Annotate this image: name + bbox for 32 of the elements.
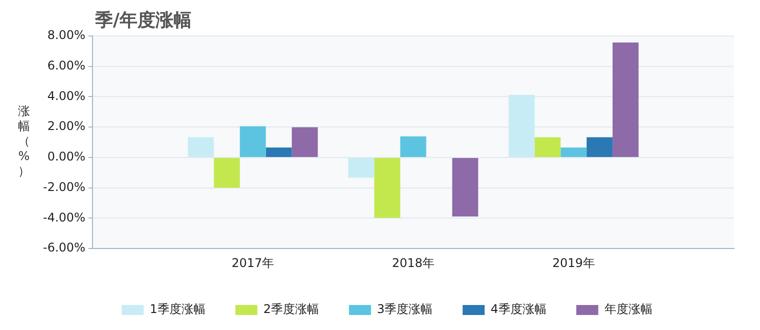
bar	[534, 137, 561, 157]
y-tick-label: 0.00%	[47, 150, 86, 164]
bar	[292, 127, 318, 157]
y-tick-label: -4.00%	[43, 210, 86, 224]
bar	[400, 136, 426, 157]
y-tick-label: -6.00%	[43, 240, 86, 255]
y-tick-label: 2.00%	[47, 119, 86, 134]
x-tick-label: 2017年	[232, 256, 274, 270]
legend-label: 1季度涨幅	[150, 302, 206, 316]
bar	[612, 42, 639, 157]
legend-label: 2季度涨幅	[263, 302, 320, 316]
y-axis-title: 涨幅（%）	[17, 104, 31, 179]
y-tick-label: -2.00%	[43, 180, 86, 194]
bar	[586, 137, 613, 157]
bar	[348, 158, 374, 178]
y-tick-label: 8.00%	[47, 28, 86, 42]
bar	[452, 158, 478, 217]
chart-title: 季/年度涨幅	[95, 9, 192, 32]
x-tick-label: 2019年	[552, 256, 595, 270]
bar	[214, 158, 240, 188]
x-tick-label: 2018年	[392, 256, 434, 270]
legend-label: 年度涨幅	[604, 302, 652, 316]
y-tick-label: 6.00%	[47, 58, 86, 72]
bar	[560, 147, 587, 157]
bar	[188, 137, 214, 157]
y-tick-label: 4.00%	[47, 88, 86, 103]
legend-label: 4季度涨幅	[490, 302, 546, 316]
bar	[240, 126, 266, 157]
bar	[374, 158, 400, 218]
bar	[266, 147, 292, 157]
bar	[508, 94, 535, 157]
legend-label: 3季度涨幅	[377, 302, 433, 316]
